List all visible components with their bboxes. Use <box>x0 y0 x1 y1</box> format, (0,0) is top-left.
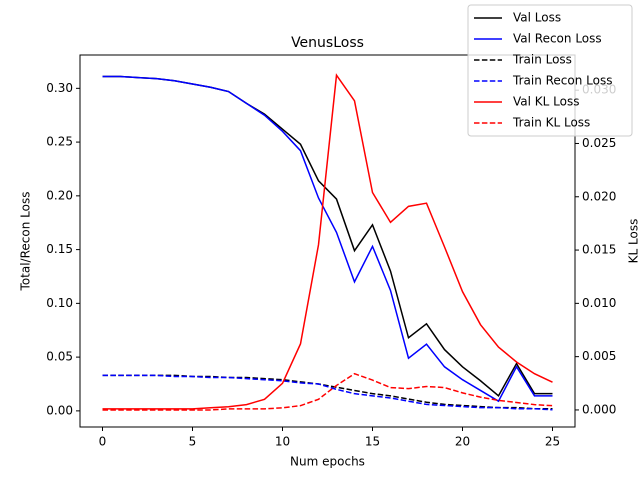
x-tick-label: 20 <box>455 435 470 449</box>
legend-label: Val Loss <box>513 11 561 25</box>
y-tick-label: 0.00 <box>46 403 73 417</box>
y2-tick-label: 0.000 <box>582 402 616 416</box>
legend-label: Train KL Loss <box>512 116 590 130</box>
legend-label: Train Recon Loss <box>512 74 612 88</box>
legend-label: Val Recon Loss <box>513 32 602 46</box>
y-tick-label: 0.10 <box>46 296 73 310</box>
legend-box <box>467 4 633 137</box>
series-line <box>102 75 553 403</box>
y-tick-label: 0.30 <box>46 81 73 95</box>
y2-tick-label: 0.025 <box>582 136 616 150</box>
legend-label: Train Loss <box>512 53 572 67</box>
y-tick-label: 0.20 <box>46 188 73 202</box>
x-axis-label: Num epochs <box>290 455 365 469</box>
series-line <box>102 374 553 410</box>
x-tick-label: 0 <box>99 435 107 449</box>
y-tick-label: 0.25 <box>46 135 73 149</box>
y-tick-label: 0.05 <box>46 350 73 364</box>
y-tick-label: 0.15 <box>46 242 73 256</box>
x-tick-label: 25 <box>545 435 560 449</box>
y2-tick-label: 0.010 <box>582 296 616 310</box>
x-tick-label: 10 <box>275 435 290 449</box>
y-axis-label: Total/Recon Loss <box>19 192 33 292</box>
y2-tick-label: 0.015 <box>582 243 616 257</box>
series-line <box>102 73 553 410</box>
chart-title: VenusLoss <box>291 35 364 51</box>
y2-tick-label: 0.020 <box>582 189 616 203</box>
series-line <box>102 374 553 411</box>
series-line <box>102 372 553 411</box>
y2-axis-label: KL Loss <box>627 219 640 264</box>
x-tick-label: 15 <box>365 435 380 449</box>
x-tick-label: 5 <box>189 435 197 449</box>
plot-frame <box>79 54 576 428</box>
legend-label: Val KL Loss <box>513 95 579 109</box>
y2-tick-label: 0.005 <box>582 349 616 363</box>
